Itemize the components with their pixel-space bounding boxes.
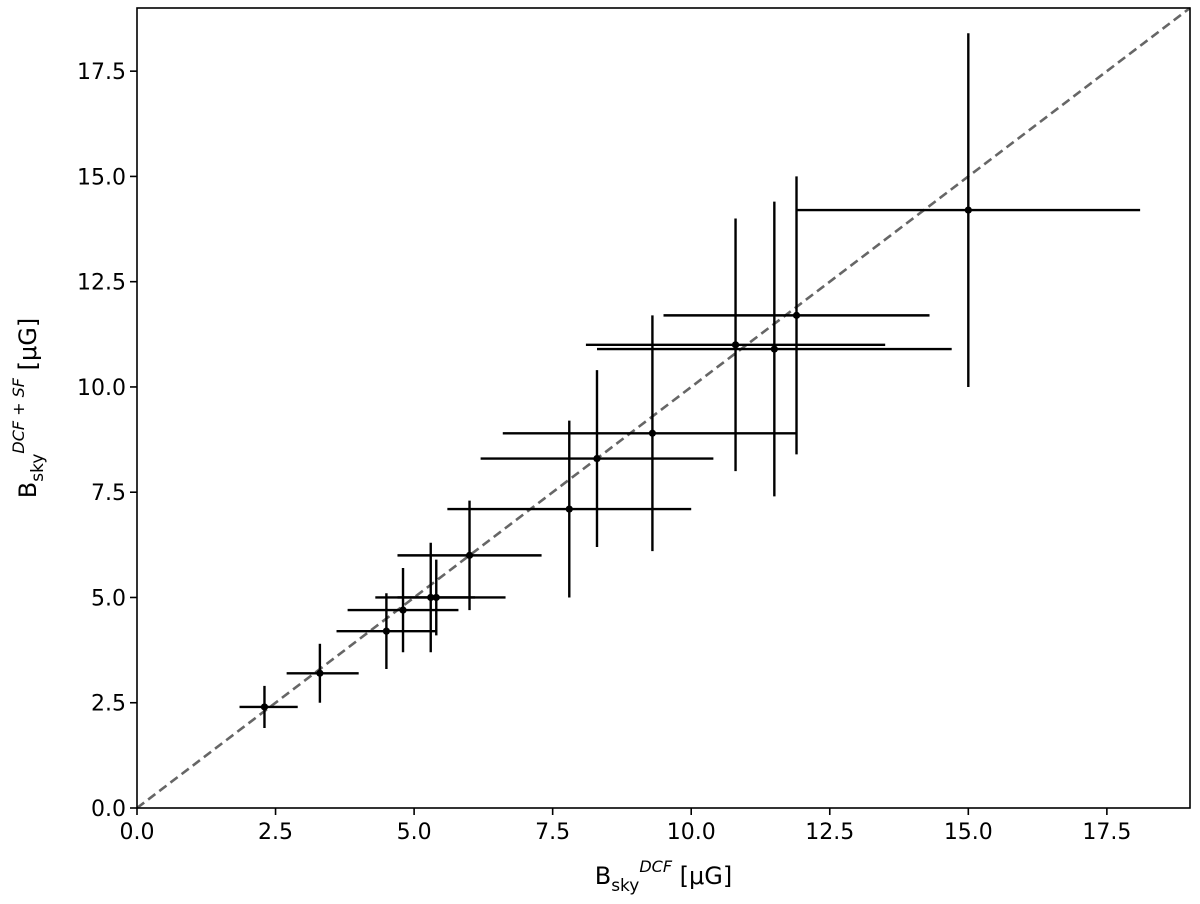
data-marker [964,206,972,214]
data-point-13 [663,176,930,455]
y-axis-label-unit: [μG] [14,318,42,378]
data-point-1 [239,685,298,728]
y-axis-label-superscript: DCF + SF [9,377,28,453]
data-point-7 [397,500,542,611]
y-tick-label: 10.0 [77,376,126,401]
plot-area [136,6,1191,810]
data-marker [399,606,407,614]
data-marker [731,341,740,349]
data-marker [792,311,801,319]
data-point-6 [397,559,476,636]
data-point-11 [585,218,886,472]
x-axis-label-superscript: DCF [639,857,672,876]
data-point-8 [447,420,692,598]
y-axis-label-base: B [14,482,42,498]
x-axis-label-subscript: sky [611,876,639,896]
x-axis-label: BskyDCF [μG] [595,857,733,896]
x-tick-label: 5.0 [397,820,432,845]
data-marker [465,551,474,559]
data-marker [593,454,601,463]
x-tick-label: 7.5 [535,820,570,845]
axis-ticks: 0.0 2.5 5.0 7.5 10.0 12.5 15.0 17.5 0.0 2.5 5.0 7.5… [77,60,1131,845]
y-axis-label-subscript: sky [28,454,48,482]
data-marker [432,593,440,602]
y-tick-label: 0.0 [91,797,126,822]
data-point-10 [502,315,797,552]
one-to-one-reference-line [136,6,1191,810]
data-marker [316,669,324,677]
x-tick-label: 15.0 [944,820,993,845]
y-tick-label: 7.5 [91,481,126,506]
data-marker [565,505,573,513]
data-point-12 [596,201,952,497]
x-tick-label: 2.5 [258,820,293,845]
y-tick-label: 12.5 [77,271,126,296]
x-axis-label-unit: [μG] [672,862,732,890]
x-tick-label: 17.5 [1082,820,1131,845]
x-axis-label-base: B [595,862,611,890]
data-point-2 [286,643,359,703]
y-tick-label: 5.0 [91,586,126,611]
y-tick-label: 15.0 [77,165,126,190]
y-tick-label: 17.5 [77,60,126,85]
y-axis-label: BskyDCF + SF [μG] [9,318,48,499]
data-point-14 [796,33,1141,387]
data-point-9 [480,370,714,547]
y-tick-label: 2.5 [91,692,126,717]
data-point-4 [347,568,459,653]
x-tick-label: 10.0 [667,820,716,845]
plot-frame [136,7,1191,809]
x-tick-label: 0.0 [120,820,155,845]
data-marker [382,627,390,635]
data-marker [648,429,657,437]
x-tick-label: 12.5 [805,820,854,845]
data-marker [770,345,778,353]
data-point-3 [336,593,437,670]
data-marker [260,703,269,711]
